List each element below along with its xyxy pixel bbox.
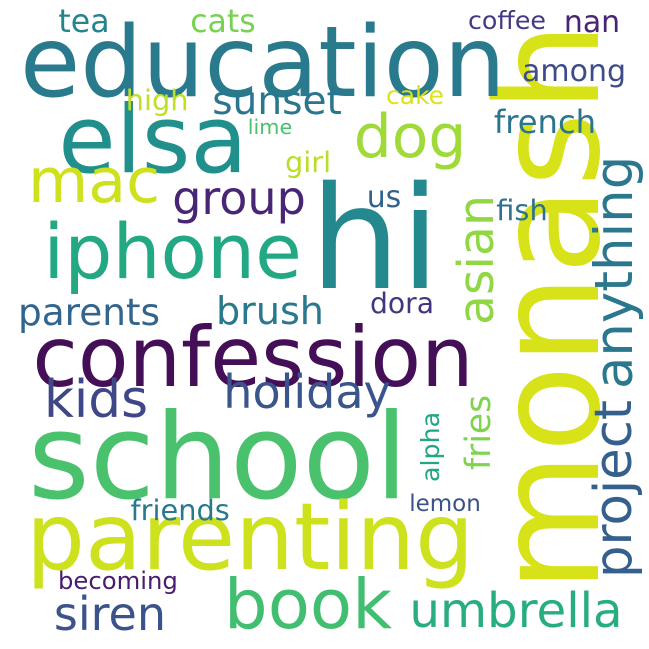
word-dog: dog bbox=[353, 102, 467, 173]
word-friends: friends bbox=[130, 492, 230, 527]
word-kids: kids bbox=[44, 370, 149, 431]
word-french: french bbox=[493, 102, 597, 141]
word-book: book bbox=[223, 564, 393, 645]
word-cake: cake bbox=[386, 80, 445, 110]
word-girl: girl bbox=[285, 144, 332, 179]
word-education: education bbox=[20, 6, 506, 120]
word-mac: mac bbox=[28, 145, 161, 218]
word-siren: siren bbox=[53, 587, 166, 641]
word-becoming: becoming bbox=[58, 565, 178, 595]
word-parents: parents bbox=[18, 290, 161, 335]
word-fish: fish bbox=[496, 192, 548, 227]
word-holiday: holiday bbox=[223, 365, 391, 419]
word-elsa: elsa bbox=[58, 85, 248, 195]
word-group: group bbox=[172, 171, 306, 225]
word-us: us bbox=[366, 180, 402, 216]
word-project: project bbox=[584, 399, 645, 578]
word-lime: lime bbox=[247, 114, 293, 139]
word-nan: nan bbox=[563, 5, 621, 41]
word-high: high bbox=[125, 82, 189, 117]
word-coffee: coffee bbox=[468, 6, 546, 36]
word-dora: dora bbox=[370, 286, 434, 320]
word-tea: tea bbox=[58, 4, 110, 41]
word-asian: asian bbox=[447, 194, 505, 325]
word-among: among bbox=[522, 54, 627, 89]
word-confession: confession bbox=[32, 308, 474, 406]
word-parenting: parenting bbox=[26, 483, 475, 592]
word-brush: brush bbox=[216, 288, 324, 333]
word-hi: hi bbox=[310, 155, 440, 322]
word-school: school bbox=[28, 388, 408, 527]
word-sunset: sunset bbox=[212, 78, 342, 124]
word-alpha: alpha bbox=[416, 411, 446, 482]
word-fries: fries bbox=[458, 394, 499, 470]
word-iphone: iphone bbox=[43, 208, 302, 297]
word-umbrella: umbrella bbox=[409, 582, 623, 639]
word-cats: cats bbox=[190, 4, 256, 41]
word-anything: anything bbox=[583, 155, 645, 390]
word-lemon: lemon bbox=[409, 490, 481, 517]
